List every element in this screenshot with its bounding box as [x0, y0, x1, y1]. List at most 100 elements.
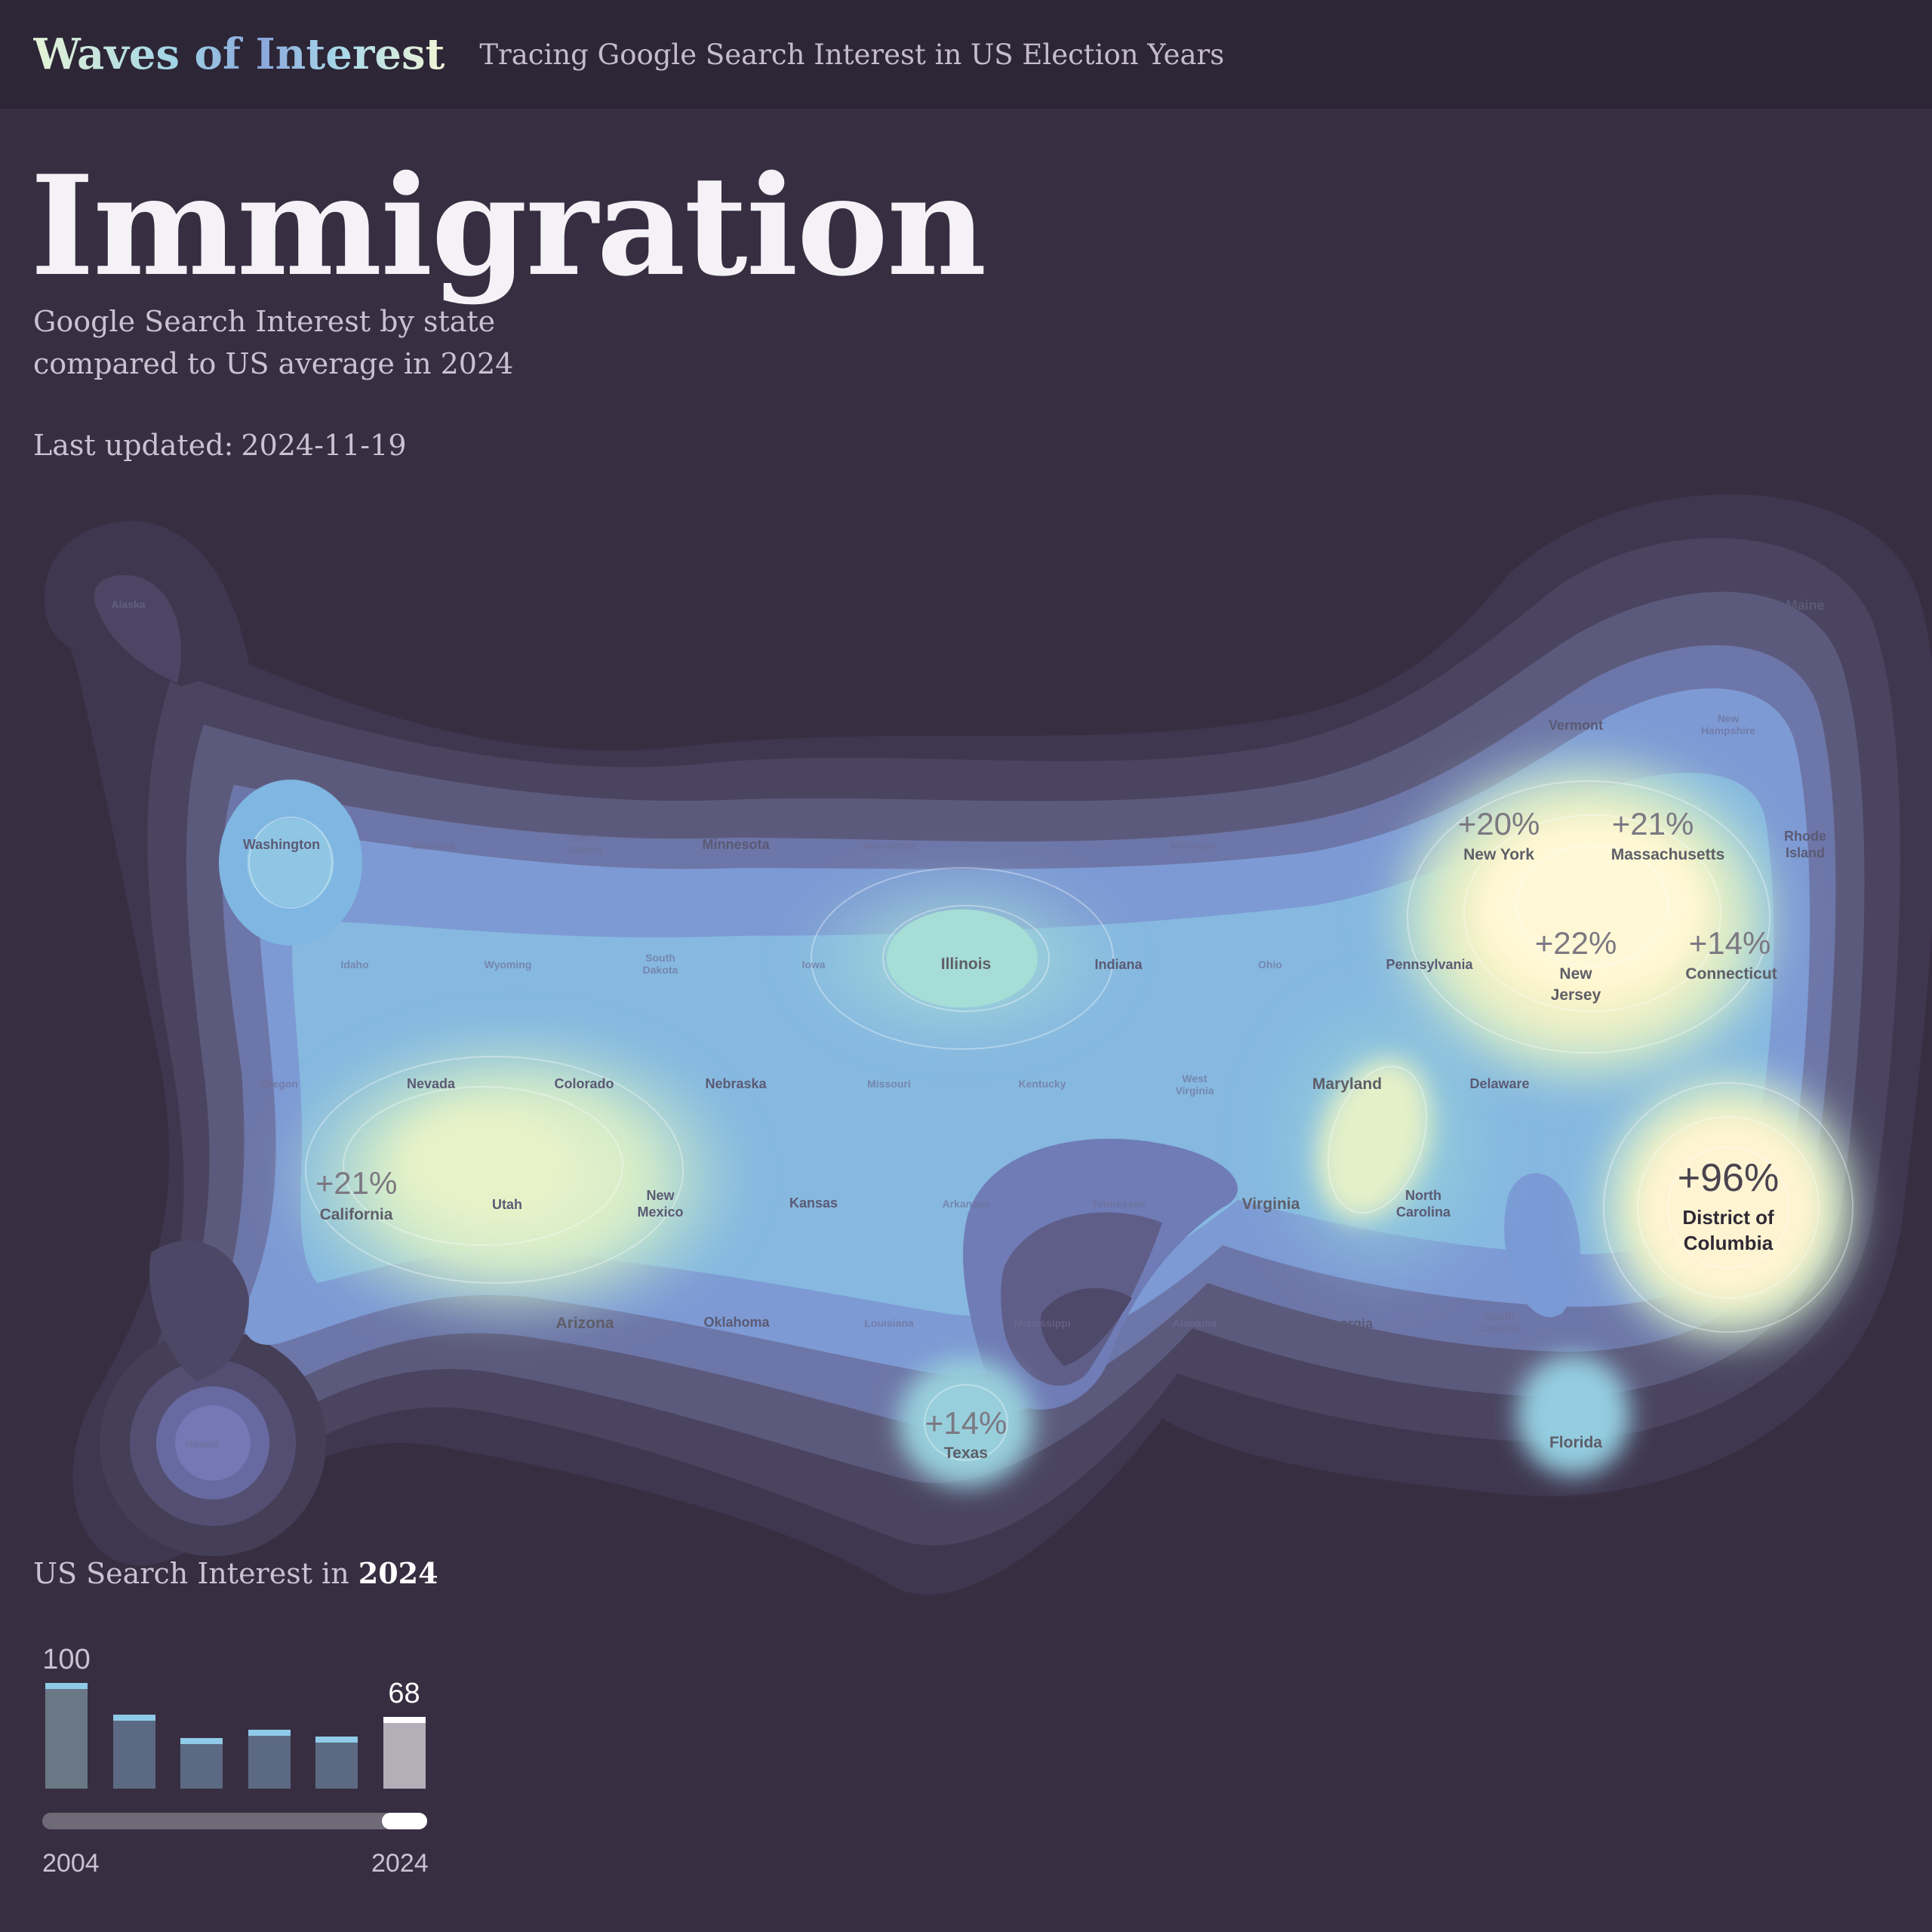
year-slider-thumb[interactable]	[382, 1813, 427, 1829]
subtitle-line-1: Google Search Interest by state	[33, 305, 496, 338]
label-north-dakota-1: North	[571, 832, 598, 844]
label-idaho: Idaho	[340, 958, 368, 971]
label-south-carolina-2: Carolina	[1478, 1322, 1521, 1334]
label-delaware: Delaware	[1469, 1076, 1529, 1091]
label-washington: Washington	[243, 837, 320, 852]
hawaii-blob	[100, 1330, 326, 1556]
label-california: California	[320, 1206, 393, 1223]
label-iowa: Iowa	[801, 958, 825, 971]
label-mississippi: Mississippi	[1014, 1317, 1070, 1329]
label-maryland: Maryland	[1312, 1075, 1382, 1093]
label-massachusetts: Massachusetts	[1611, 846, 1725, 863]
state-labels: Washington Oregon Idaho Montana Wyoming …	[111, 598, 1826, 1451]
trend-title-prefix: US Search Interest in	[33, 1557, 349, 1590]
label-indiana: Indiana	[1094, 957, 1143, 972]
label-minnesota: Minnesota	[702, 837, 770, 852]
last-updated-label: Last updated:	[33, 429, 234, 462]
label-new-jersey-1: New	[1559, 965, 1592, 983]
label-north-carolina-2: Carolina	[1396, 1204, 1451, 1220]
label-rhode-island-2: Island	[1786, 845, 1825, 860]
contour-lines	[248, 780, 1854, 1461]
label-wyoming: Wyoming	[485, 958, 532, 971]
label-ohio: Ohio	[1258, 958, 1282, 971]
interest-contour-map[interactable]: Washington Oregon Idaho Montana Wyoming …	[0, 453, 1932, 1660]
label-wisconsin: Wisconsin	[863, 839, 915, 851]
yearly-interest-bars: 100 68	[33, 1623, 441, 1789]
label-kansas: Kansas	[789, 1195, 838, 1211]
trend-title-year: 2024	[358, 1556, 438, 1590]
label-dc-1: District of	[1682, 1206, 1774, 1229]
highlighted-states: +21% California +20% New York +21% Massa…	[315, 806, 1780, 1462]
year-bar-2016[interactable]	[248, 1730, 291, 1789]
label-hawaii: Hawaii	[186, 1438, 219, 1450]
label-new-mexico-2: Mexico	[637, 1204, 683, 1220]
label-florida: Florida	[1549, 1434, 1602, 1451]
label-colorado: Colorado	[555, 1076, 614, 1091]
label-pennsylvania: Pennsylvania	[1386, 957, 1473, 972]
contour-valleys	[149, 1138, 1580, 1410]
bar-value-2024: 68	[388, 1678, 420, 1709]
slider-start-label: 2004	[42, 1849, 100, 1878]
year-bar-2024[interactable]	[383, 1717, 426, 1789]
slider-end-label: 2024	[371, 1849, 429, 1878]
label-north-carolina-1: North	[1405, 1188, 1441, 1203]
top-bar: Waves of Interest Tracing Google Search …	[0, 0, 1932, 109]
label-louisiana: Louisiana	[864, 1317, 914, 1329]
trend-title: US Search Interest in 2024	[33, 1556, 438, 1590]
label-nevada: Nevada	[407, 1076, 456, 1091]
label-arkansas: Arkansas	[942, 1198, 989, 1210]
label-virginia: Virginia	[1242, 1195, 1300, 1213]
label-rhode-island-1: Rhode	[1784, 829, 1826, 844]
year-bar-2012[interactable]	[180, 1738, 223, 1789]
label-kentucky: Kentucky	[1018, 1078, 1066, 1090]
last-updated: Last updated: 2024-11-19	[33, 429, 407, 462]
year-bar-2008[interactable]	[112, 1715, 155, 1789]
alaska-blob	[44, 521, 249, 687]
label-oklahoma: Oklahoma	[703, 1315, 770, 1330]
contour-hotspots	[219, 747, 1872, 1487]
topic-title: Immigration	[30, 145, 986, 306]
label-south-dakota-1: South	[645, 952, 675, 964]
label-new-jersey-2: Jersey	[1551, 986, 1601, 1004]
bar-value-2004: 100	[42, 1644, 91, 1675]
label-new-mexico-1: New	[646, 1188, 675, 1203]
label-tennessee: Tennessee	[1091, 1198, 1146, 1210]
label-georgia: Georgia	[1321, 1316, 1374, 1331]
label-south-dakota-2: Dakota	[643, 964, 678, 976]
label-illinois: Illinois	[941, 955, 992, 973]
brand-logo[interactable]: Waves of Interest	[33, 29, 445, 79]
label-maine: Maine	[1786, 598, 1824, 613]
label-alaska: Alaska	[111, 598, 145, 611]
label-texas: Texas	[944, 1444, 988, 1462]
label-utah: Utah	[492, 1197, 522, 1212]
map-subtitle: Google Search Interest by state compared…	[33, 300, 637, 385]
label-north-dakota-2: Dakota	[568, 844, 603, 856]
label-montana: Montana	[411, 839, 455, 851]
subtitle-line-2: compared to US average in 2024	[33, 347, 514, 380]
label-missouri: Missouri	[867, 1078, 911, 1090]
label-dc-2: Columbia	[1684, 1232, 1774, 1254]
label-oregon: Oregon	[260, 1078, 298, 1090]
pct-connecticut: +14%	[1689, 925, 1771, 961]
label-vermont: Vermont	[1549, 718, 1603, 733]
pct-new-york: +20%	[1458, 806, 1540, 841]
label-south-carolina-1: South	[1484, 1310, 1515, 1322]
label-alabama: Alabama	[1173, 1317, 1217, 1329]
label-michigan: Michigan	[1171, 839, 1217, 851]
label-west-virginia-1: West	[1182, 1072, 1208, 1084]
label-nebraska: Nebraska	[705, 1076, 767, 1091]
site-tagline: Tracing Google Search Interest in US Ele…	[479, 38, 1225, 71]
label-west-virginia-2: Virginia	[1175, 1084, 1214, 1097]
pct-dc: +96%	[1678, 1156, 1779, 1200]
label-new-york: New York	[1463, 846, 1534, 863]
year-bar-2020[interactable]	[315, 1737, 358, 1789]
label-new-hampshire-2: Hampshire	[1701, 724, 1756, 737]
label-connecticut: Connecticut	[1685, 965, 1777, 983]
year-bar-2004[interactable]	[45, 1683, 88, 1789]
label-new-hampshire-1: New	[1718, 712, 1740, 724]
pct-texas: +14%	[925, 1405, 1008, 1441]
last-updated-date: 2024-11-19	[241, 429, 407, 462]
label-arizona: Arizona	[555, 1315, 614, 1332]
year-slider[interactable]	[42, 1813, 427, 1829]
pct-massachusetts: +21%	[1612, 806, 1694, 841]
